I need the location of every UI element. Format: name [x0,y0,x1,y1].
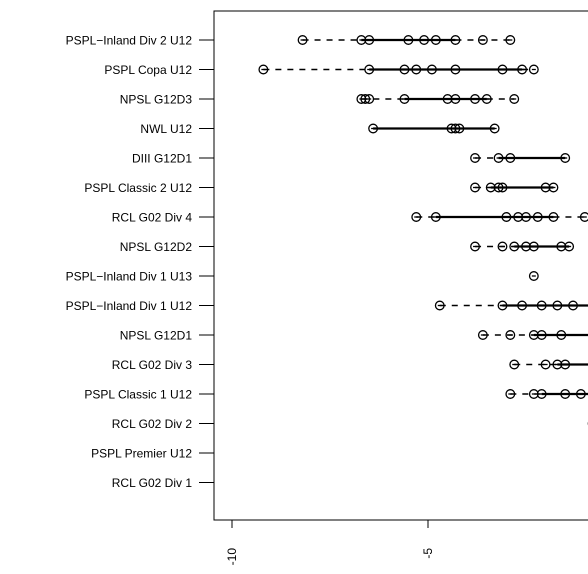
data-point [501,212,512,222]
data-point [481,94,492,104]
y-tick-label: NWL U12 [140,122,192,136]
data-point [477,35,488,45]
data-point [470,182,480,193]
data-point [399,64,410,75]
data-point [536,300,547,311]
data-point [258,64,269,75]
data-point [489,123,500,134]
data-point [521,212,531,222]
data-point [426,64,437,75]
data-point [450,64,461,75]
data-point [485,182,496,193]
data-point [364,94,375,104]
data-point [564,241,575,252]
data-point [517,64,528,75]
y-tick-label: RCL G02 Div 2 [112,417,193,431]
y-tick-label: NPSL G12D2 [120,240,193,254]
data-point [450,35,461,45]
data-point [368,123,379,134]
data-point [528,271,539,281]
whisker-layer [263,38,588,396]
data-point [548,212,559,222]
data-point [364,35,375,45]
points-layer [258,35,588,426]
data-point [536,330,547,340]
plot-frame [213,10,588,521]
y-tick-label: RCL G02 Div 1 [112,476,193,490]
data-point [477,330,488,340]
x-tick-label: -5 [421,548,435,559]
data-point [540,359,551,370]
data-point [521,241,531,252]
y-tick-label: PSPL Classic 2 U12 [84,181,192,195]
y-tick-label: RCL G02 Div 4 [112,211,193,225]
y-tick-label: NPSL G12D3 [120,93,193,107]
data-point [434,300,445,311]
y-tick-label: PSPL−Inland Div 2 U12 [66,34,193,48]
data-point [470,94,480,104]
y-tick-label: DIII G12D1 [132,152,192,166]
x-axis: -10-505 [225,519,588,566]
data-point [497,64,508,75]
data-point [528,64,539,75]
data-point [532,212,543,222]
data-point [399,94,410,104]
data-point [548,182,559,193]
data-point [505,153,516,163]
data-point [552,300,563,311]
data-point [419,35,430,45]
data-point [470,241,480,252]
data-point [442,94,453,104]
data-point [528,241,539,252]
data-point [556,330,567,340]
data-point [493,153,504,163]
data-point [297,35,308,45]
data-point [505,330,516,340]
y-tick-label: PSPL Classic 1 U12 [84,388,192,402]
data-point [454,123,465,134]
data-point [505,389,516,399]
y-axis-ticks [199,39,214,483]
data-point [579,212,588,222]
data-point [560,153,571,163]
y-tick-label: NPSL G12D1 [120,329,193,343]
data-point [528,330,539,340]
data-point [568,300,578,311]
x-tick-label: -10 [225,548,239,566]
y-tick-label: PSPL Copa U12 [104,63,192,77]
data-point [509,94,520,104]
data-point [575,389,586,399]
data-point [430,35,441,45]
data-point [560,359,571,370]
data-point [497,182,508,193]
data-point [540,182,551,193]
data-point [356,35,367,45]
data-point [509,241,520,252]
data-point [364,64,375,75]
y-axis-labels: PSPL−Inland Div 2 U12 PSPL Copa U12 NPSL G… [66,34,193,491]
data-point [556,241,567,252]
data-point [470,153,480,163]
data-point [411,212,422,222]
data-point [403,35,414,45]
data-point [560,389,571,399]
y-tick-label: PSPL Premier U12 [91,447,192,461]
data-point [505,35,516,45]
y-tick-label: RCL G02 Div 3 [112,358,193,372]
data-point [552,359,563,370]
data-point [509,359,520,370]
data-point [411,64,422,75]
data-point [528,389,539,399]
data-point [497,300,508,311]
data-point [513,212,524,222]
data-point [517,300,528,311]
data-point [430,212,441,222]
data-point [450,94,461,104]
data-point [536,389,547,399]
y-tick-label: PSPL−Inland Div 1 U13 [66,270,193,284]
data-point [497,241,508,252]
y-tick-label: PSPL−Inland Div 1 U12 [66,299,193,313]
